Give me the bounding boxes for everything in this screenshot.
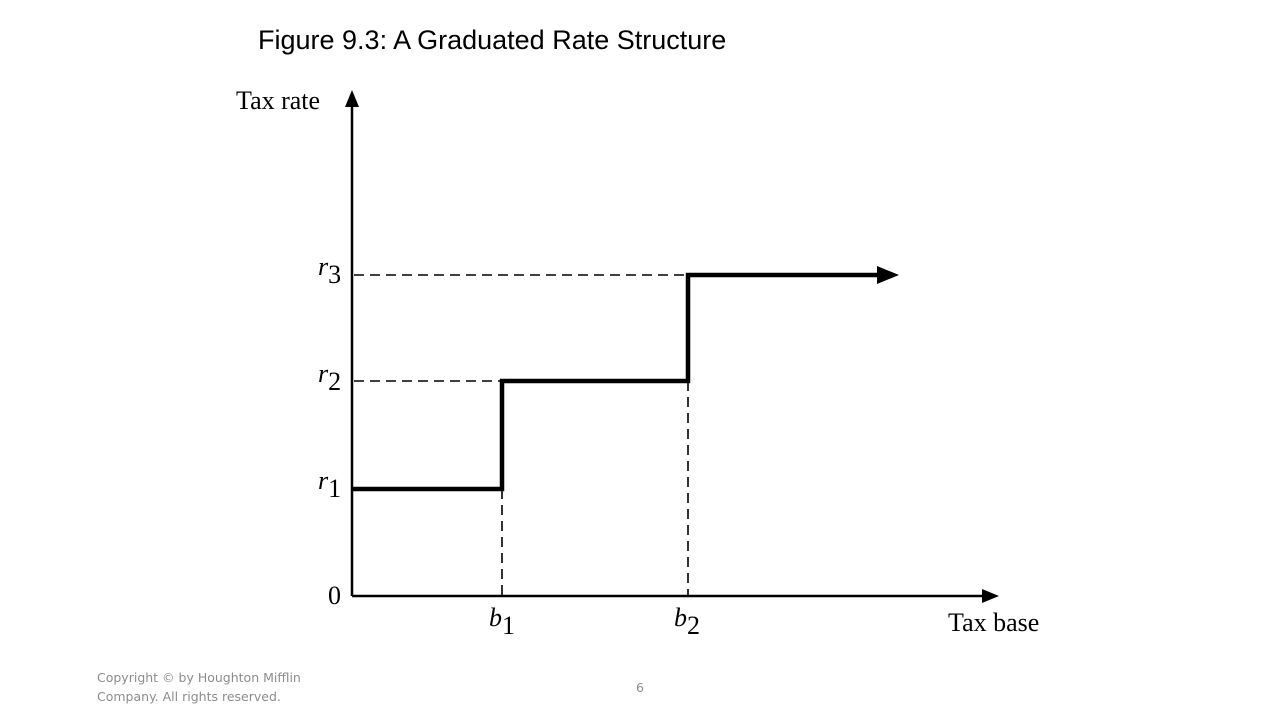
copyright-line: Copyright © by Houghton Mifflin	[97, 670, 301, 685]
base-label: b1	[489, 603, 515, 640]
origin-label: 0	[328, 581, 341, 610]
x-axis-arrow	[982, 589, 999, 603]
rate-label: r3	[318, 252, 341, 289]
rate-label: r1	[318, 466, 341, 503]
y-axis-arrow	[345, 90, 359, 107]
rate-label: r2	[318, 359, 341, 396]
y-axis-label: Tax rate	[236, 86, 320, 115]
rate-schedule	[352, 272, 880, 492]
base-subscript: 1	[502, 611, 515, 640]
copyright-line: Company. All rights reserved.	[97, 689, 281, 704]
rate-symbol: r	[318, 466, 329, 495]
rate-symbol: r	[318, 359, 329, 388]
page-number: 6	[636, 680, 644, 695]
rate-subscript: 2	[328, 367, 341, 396]
rate-schedule-arrow	[877, 266, 899, 284]
base-symbol: b	[489, 603, 502, 632]
base-symbol: b	[674, 603, 687, 632]
rate-symbol: r	[318, 252, 329, 281]
slide-title: Figure 9.3: A Graduated Rate Structure	[258, 25, 726, 55]
rate-subscript: 1	[328, 474, 341, 503]
base-subscript: 2	[687, 611, 700, 640]
x-axis-label: Tax base	[948, 608, 1039, 637]
rate-subscript: 3	[328, 260, 341, 289]
base-label: b2	[674, 603, 700, 640]
